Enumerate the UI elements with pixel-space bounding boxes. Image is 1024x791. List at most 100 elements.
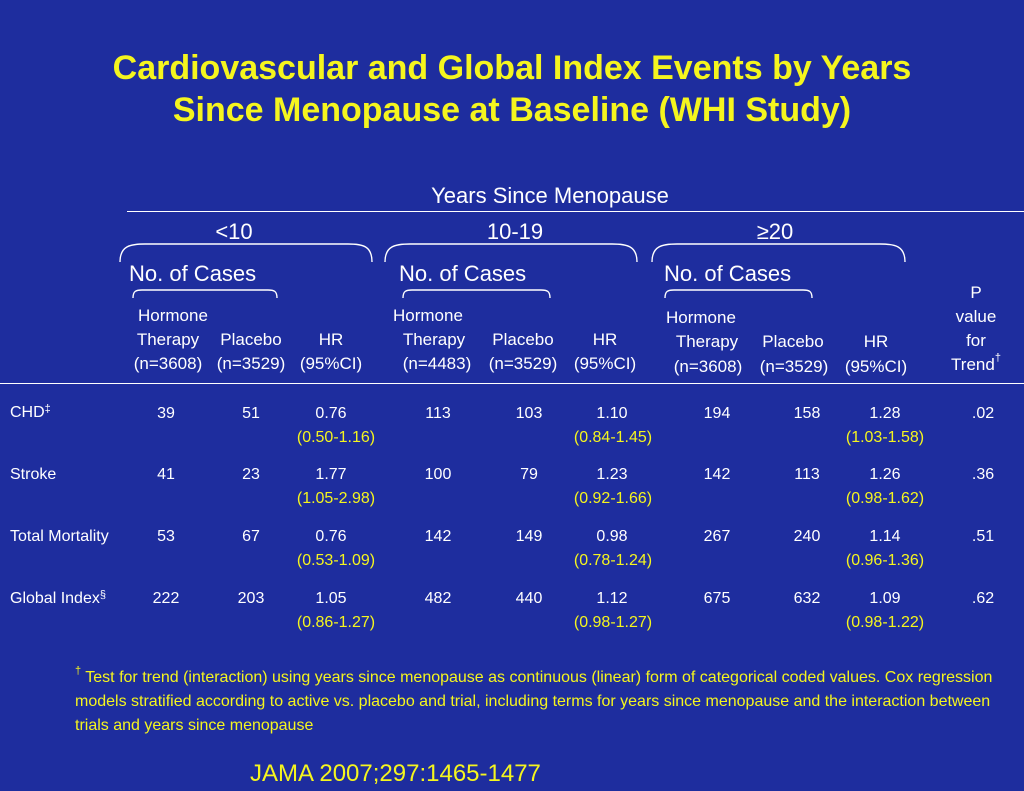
cell-hr-g1: 1.05 (315, 590, 347, 607)
cell-hr-g1: 0.76 (315, 528, 347, 545)
cell-ci-g1: (0.86-1.27) (296, 614, 376, 631)
cell-ht-g3: 142 (703, 466, 731, 483)
row-label-mark: ‡ (44, 403, 51, 415)
cell-pl-g2: 440 (515, 590, 543, 607)
ht-label-lt10: Hormone (138, 306, 208, 325)
cell-ci-g2: (0.84-1.45) (573, 429, 653, 446)
cell-hr-g2: 1.12 (596, 590, 628, 607)
cell-ht-g2: 100 (424, 466, 452, 483)
row-label: CHD‡ (10, 404, 51, 422)
cases-brace-lt10 (132, 289, 278, 299)
cell-hr-g3: 1.14 (869, 528, 901, 545)
cell-ht-g1: 222 (152, 590, 180, 607)
cell-pl-g3: 240 (793, 528, 821, 545)
ht-n-ge20: (n=3608) (673, 357, 743, 376)
years-since-menopause-header: Years Since Menopause (431, 183, 669, 208)
cell-hr-g2: 0.98 (596, 528, 628, 545)
slide-title-line-2: Since Menopause at Baseline (WHI Study) (172, 91, 852, 129)
ht-therapy-ge20: Therapy (675, 332, 739, 351)
placebo-n-ge20: (n=3529) (759, 357, 829, 376)
cases-brace-ge20 (664, 289, 813, 299)
cell-pl-g1: 203 (237, 590, 265, 607)
group-brace-10-19 (384, 243, 638, 263)
cell-pl-g2: 79 (520, 466, 538, 483)
p-header-line-3: for (966, 331, 986, 350)
row-label: Stroke (10, 466, 56, 484)
row-label: Total Mortality (10, 528, 109, 546)
cell-ht-g2: 142 (424, 528, 452, 545)
cell-p-value: .02 (971, 405, 995, 422)
ht-label-10-19: Hormone (393, 306, 463, 325)
cell-ci-g1: (0.53-1.09) (296, 552, 376, 569)
cell-ht-g2: 482 (424, 590, 452, 607)
cell-pl-g1: 23 (242, 466, 260, 483)
cell-hr-g3: 1.26 (869, 466, 901, 483)
group-label-ge20: ≥20 (756, 219, 794, 244)
placebo-n-10-19: (n=3529) (488, 354, 558, 373)
cell-ci-g3: (0.98-1.62) (845, 490, 925, 507)
cell-ci-g2: (0.98-1.27) (573, 614, 653, 631)
cell-p-value: .36 (971, 466, 995, 483)
cell-hr-g2: 1.23 (596, 466, 628, 483)
row-label-text: Global Index (10, 590, 100, 607)
cell-ci-g1: (0.50-1.16) (296, 429, 376, 446)
cell-ci-g2: (0.78-1.24) (573, 552, 653, 569)
ht-n-10-19: (n=4483) (402, 354, 472, 373)
p-header-trend: Trend (951, 355, 995, 374)
placebo-label-lt10: Placebo (220, 330, 282, 349)
row-label-mark: § (99, 589, 106, 601)
footnote-text: Test for trend (interaction) using years… (75, 669, 993, 734)
cell-pl-g1: 67 (242, 528, 260, 545)
cases-label-10-19: No. of Cases (399, 261, 527, 286)
hr-ci-label-lt10: (95%CI) (299, 354, 363, 373)
hr-label-ge20: HR (863, 332, 889, 351)
ht-therapy-10-19: Therapy (402, 330, 466, 349)
cases-label-lt10: No. of Cases (129, 261, 257, 286)
cell-hr-g3: 1.28 (869, 405, 901, 422)
cell-pl-g2: 103 (515, 405, 543, 422)
placebo-label-10-19: Placebo (492, 330, 554, 349)
cell-ci-g3: (1.03-1.58) (845, 429, 925, 446)
cell-hr-g3: 1.09 (869, 590, 901, 607)
header-rule (127, 211, 1024, 212)
body-rule (0, 383, 1024, 384)
ht-therapy-lt10: Therapy (136, 330, 200, 349)
p-header-line-4: Trend† (936, 353, 1016, 376)
cell-hr-g1: 0.76 (315, 405, 347, 422)
hr-label-10-19: HR (592, 330, 618, 349)
cell-ci-g3: (0.96-1.36) (845, 552, 925, 569)
group-label-lt10: <10 (215, 219, 253, 244)
slide-title-line-1: Cardiovascular and Global Index Events b… (112, 49, 912, 87)
hr-ci-label-ge20: (95%CI) (844, 357, 908, 376)
ht-label-ge20: Hormone (666, 308, 736, 327)
p-header-line-1: P (970, 283, 982, 302)
cases-brace-10-19 (402, 289, 551, 299)
hr-ci-label-10-19: (95%CI) (573, 354, 637, 373)
row-label-text: CHD (10, 404, 45, 421)
group-brace-ge20 (651, 243, 906, 263)
cell-hr-g2: 1.10 (596, 405, 628, 422)
cell-ht-g3: 194 (703, 405, 731, 422)
cell-hr-g1: 1.77 (315, 466, 347, 483)
row-label-text: Total Mortality (10, 528, 109, 545)
row-label: Global Index§ (10, 590, 106, 608)
cell-pl-g3: 158 (793, 405, 821, 422)
cell-ht-g3: 267 (703, 528, 731, 545)
cell-p-value: .51 (971, 528, 995, 545)
footnote-dagger: † (75, 665, 82, 677)
cell-ht-g1: 39 (157, 405, 175, 422)
cell-ht-g1: 41 (157, 466, 175, 483)
cell-ht-g1: 53 (157, 528, 175, 545)
footnote: † Test for trend (interaction) using yea… (75, 666, 995, 738)
group-brace-lt10 (119, 243, 373, 263)
placebo-label-ge20: Placebo (762, 332, 824, 351)
cell-pl-g3: 113 (794, 466, 820, 483)
citation: JAMA 2007;297:1465-1477 (250, 760, 541, 787)
cell-ht-g2: 113 (425, 405, 451, 422)
cell-pl-g1: 51 (242, 405, 260, 422)
cell-pl-g2: 149 (515, 528, 543, 545)
group-label-10-19: 10-19 (486, 219, 544, 244)
placebo-n-lt10: (n=3529) (216, 354, 286, 373)
